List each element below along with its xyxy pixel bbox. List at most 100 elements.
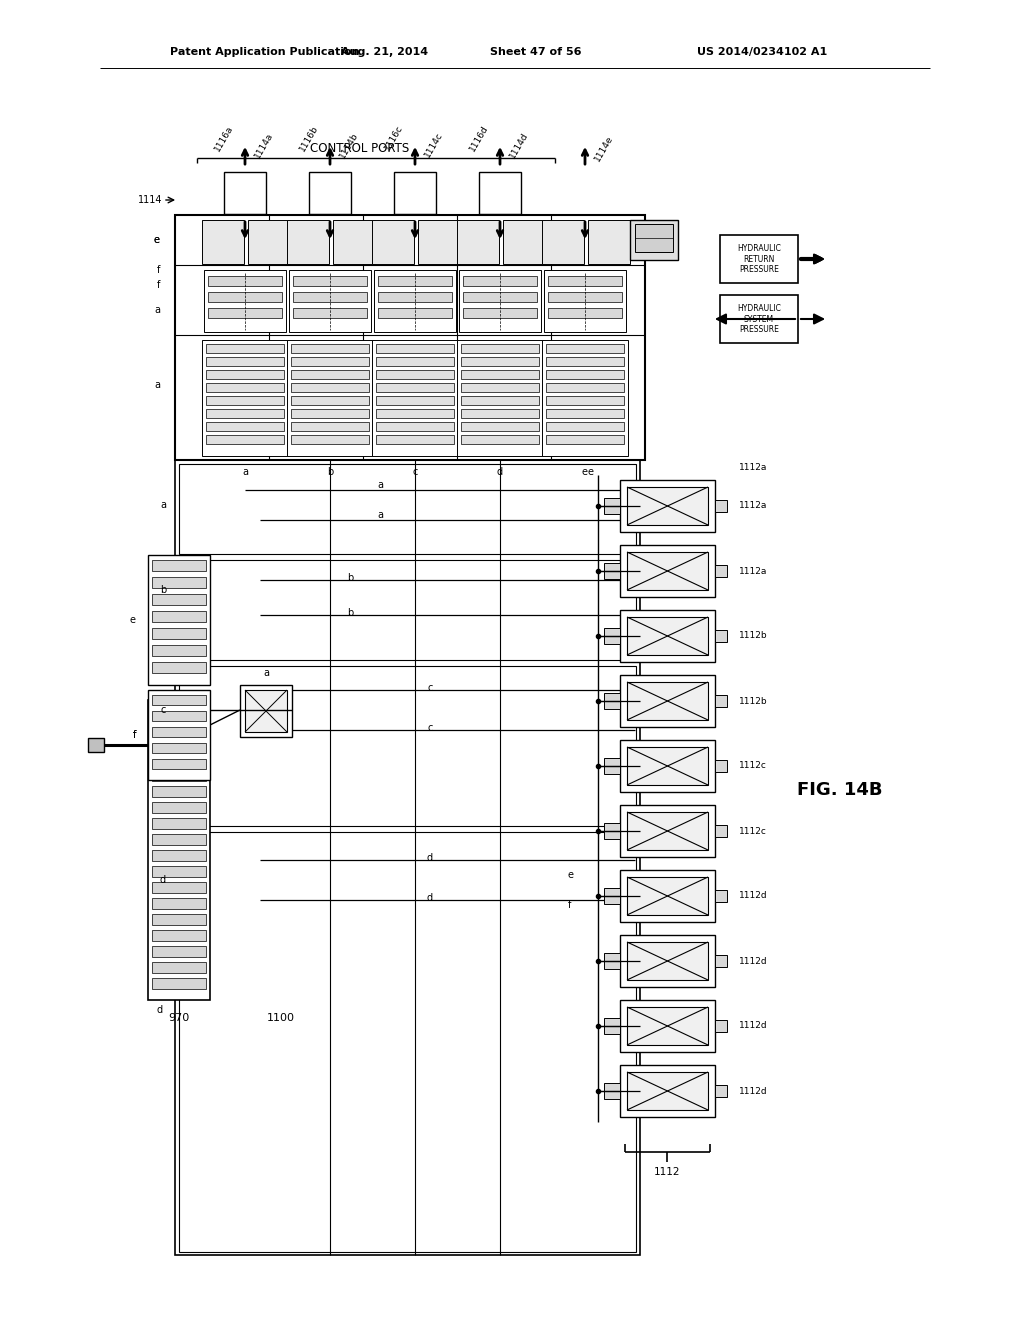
- Bar: [604, 953, 620, 969]
- Bar: [715, 825, 727, 837]
- Bar: [715, 565, 727, 577]
- Text: 1112b: 1112b: [738, 697, 767, 705]
- Bar: [620, 1065, 715, 1117]
- Bar: [376, 345, 454, 352]
- Bar: [372, 220, 414, 264]
- Text: c: c: [427, 723, 433, 733]
- Bar: [620, 805, 715, 857]
- Bar: [206, 396, 284, 405]
- Bar: [715, 760, 727, 772]
- Bar: [715, 500, 727, 512]
- Text: a: a: [154, 305, 160, 315]
- Bar: [627, 942, 708, 979]
- Text: d: d: [157, 1005, 163, 1015]
- Bar: [152, 722, 206, 733]
- Bar: [546, 370, 624, 379]
- Text: Patent Application Publication: Patent Application Publication: [170, 48, 359, 57]
- Bar: [620, 1001, 715, 1052]
- Text: 1114c: 1114c: [423, 131, 444, 160]
- Bar: [202, 220, 244, 264]
- Text: f: f: [157, 280, 160, 290]
- Text: b: b: [347, 573, 353, 583]
- Bar: [627, 487, 708, 525]
- Bar: [376, 396, 454, 405]
- Text: c: c: [161, 705, 166, 715]
- Text: a: a: [242, 467, 248, 477]
- Bar: [588, 220, 630, 264]
- Bar: [715, 696, 727, 708]
- Bar: [604, 564, 620, 579]
- Bar: [604, 822, 620, 840]
- Text: 1112a: 1112a: [738, 463, 767, 473]
- Bar: [620, 610, 715, 663]
- Bar: [152, 818, 206, 829]
- Text: c: c: [427, 682, 433, 693]
- Bar: [715, 1020, 727, 1032]
- Bar: [635, 224, 673, 252]
- Bar: [457, 341, 543, 455]
- Text: Aug. 21, 2014: Aug. 21, 2014: [341, 48, 429, 57]
- Text: d: d: [427, 894, 433, 903]
- Bar: [461, 383, 539, 392]
- Text: 1112a: 1112a: [738, 502, 767, 511]
- Text: 1116a: 1116a: [213, 123, 234, 153]
- Bar: [152, 628, 206, 639]
- Bar: [604, 693, 620, 709]
- Text: 1112: 1112: [653, 1167, 680, 1177]
- Text: 1116c: 1116c: [383, 124, 406, 152]
- Bar: [152, 560, 206, 572]
- Bar: [152, 663, 206, 673]
- Bar: [148, 690, 210, 780]
- Text: a: a: [377, 480, 383, 490]
- Bar: [620, 935, 715, 987]
- Text: b: b: [160, 585, 166, 595]
- Bar: [291, 396, 369, 405]
- Bar: [630, 220, 678, 260]
- Bar: [627, 682, 708, 719]
- Bar: [152, 866, 206, 876]
- Bar: [245, 690, 287, 733]
- Bar: [627, 616, 708, 655]
- Bar: [208, 292, 282, 302]
- Bar: [461, 436, 539, 444]
- Bar: [152, 931, 206, 941]
- Bar: [620, 480, 715, 532]
- Text: e: e: [130, 615, 136, 624]
- Text: 1112c: 1112c: [739, 762, 767, 771]
- Bar: [152, 962, 206, 973]
- Bar: [206, 383, 284, 392]
- Bar: [620, 741, 715, 792]
- Bar: [548, 292, 622, 302]
- Bar: [152, 834, 206, 845]
- Bar: [604, 758, 620, 774]
- Bar: [542, 220, 584, 264]
- Bar: [291, 356, 369, 366]
- Bar: [202, 341, 288, 455]
- Text: 1112d: 1112d: [738, 1086, 767, 1096]
- Text: 1116d: 1116d: [468, 123, 490, 153]
- Text: d: d: [427, 853, 433, 863]
- Bar: [152, 978, 206, 989]
- Text: e: e: [567, 870, 573, 880]
- Bar: [461, 409, 539, 418]
- Bar: [546, 422, 624, 432]
- Bar: [463, 292, 537, 302]
- Bar: [604, 628, 620, 644]
- Bar: [627, 1007, 708, 1045]
- Text: 1114: 1114: [137, 195, 162, 205]
- Text: 1112d: 1112d: [738, 1022, 767, 1031]
- Text: a: a: [160, 500, 166, 510]
- Bar: [293, 292, 367, 302]
- Bar: [620, 545, 715, 597]
- Bar: [394, 172, 436, 214]
- Text: 1112c: 1112c: [739, 826, 767, 836]
- Bar: [152, 594, 206, 605]
- Text: Sheet 47 of 56: Sheet 47 of 56: [490, 48, 582, 57]
- Text: 1112d: 1112d: [738, 891, 767, 900]
- Bar: [291, 370, 369, 379]
- Bar: [720, 235, 798, 282]
- Text: 970: 970: [168, 1012, 189, 1023]
- Text: HYDRAULIC
RETURN
PRESSURE: HYDRAULIC RETURN PRESSURE: [737, 244, 781, 275]
- Bar: [208, 308, 282, 318]
- Text: e: e: [582, 467, 588, 477]
